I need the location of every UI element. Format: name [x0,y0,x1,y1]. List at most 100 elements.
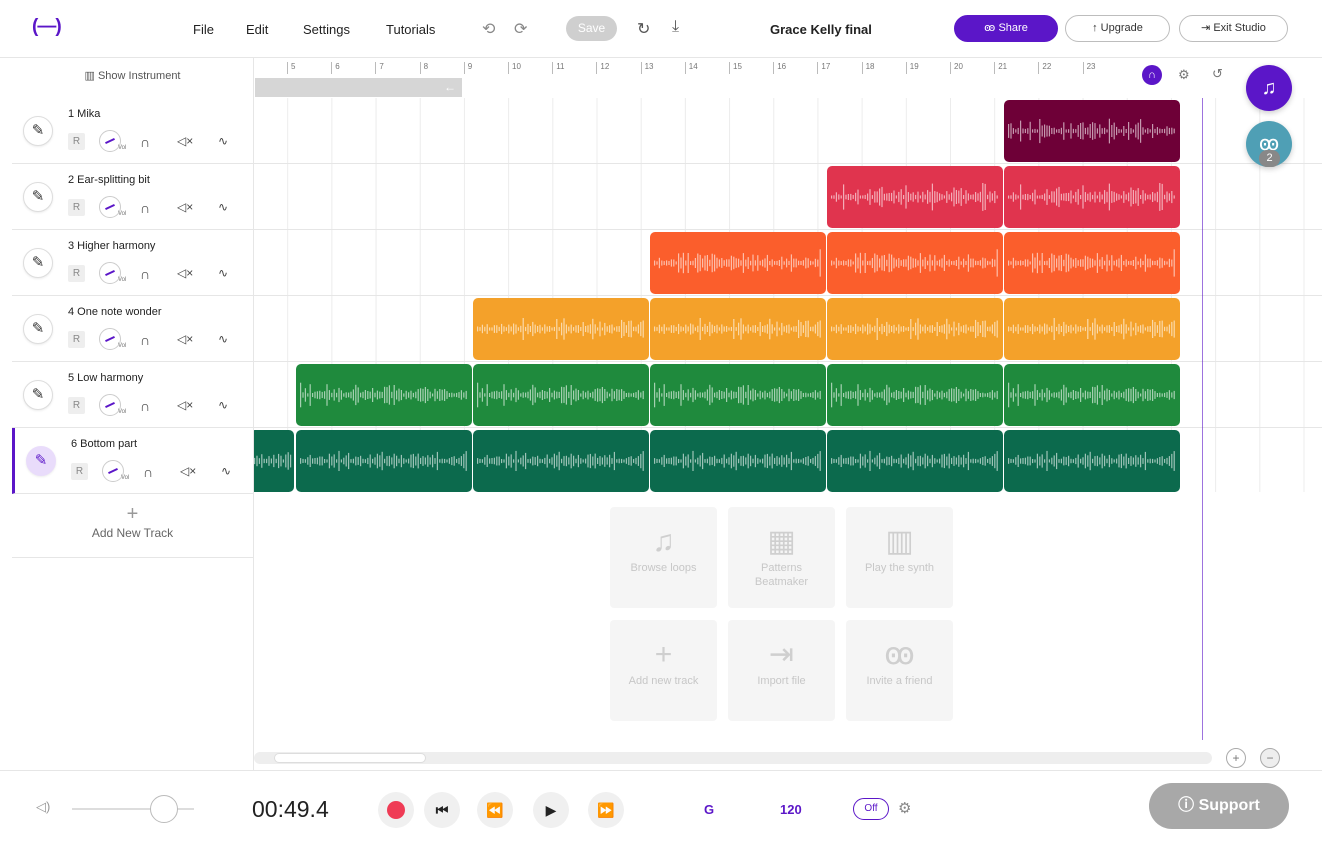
effects-icon[interactable]: ∿ [218,200,229,214]
headphones-icon[interactable]: ∩ [143,464,154,480]
headphones-icon[interactable]: ∩ [140,134,151,150]
headphones-icon[interactable]: ∩ [140,398,151,414]
audio-clip[interactable] [1004,298,1180,360]
timeline-ruler[interactable]: 5 6 7 8 9 10 11 12 13 14 15 16 17 18 19 20 21 22 23 ∩ ⚙ ↺ [254,58,1322,98]
settings-gear-icon[interactable]: ⚙ [1178,67,1190,82]
mute-icon[interactable]: ◁× [177,332,194,346]
track-lane[interactable] [254,362,1322,428]
music-fab-button[interactable]: ♫ [1246,65,1292,111]
audio-clip[interactable] [473,430,649,492]
zoom-out-icon[interactable]: − [1260,748,1280,768]
track-lane[interactable] [254,98,1322,164]
rewind-button[interactable]: ⏪ [477,792,513,828]
loop-region[interactable]: ← [255,78,462,97]
play-button[interactable]: ▶ [533,792,569,828]
track-lane[interactable] [254,164,1322,230]
volume-knob[interactable] [102,460,124,482]
download-icon[interactable]: ⤓ [672,18,680,35]
effects-icon[interactable]: ∿ [218,398,229,412]
volume-slider-knob[interactable] [149,795,178,823]
record-arm-button[interactable]: R [71,463,88,480]
track-name[interactable]: 1 Mika [68,108,101,120]
mute-icon[interactable]: ◁× [180,464,197,478]
metronome-settings-icon[interactable]: ⚙ [898,800,912,817]
quick-action-tile[interactable]: + Add new track [610,620,717,721]
headphones-icon[interactable]: ∩ [140,332,151,348]
track-header[interactable]: ✎ 2 Ear-splitting bit R Vol ∩ ◁× ∿ [12,164,254,230]
audio-clip[interactable] [1004,166,1180,228]
audio-clip[interactable] [827,232,1003,294]
track-header[interactable]: ✎ 6 Bottom part R Vol ∩ ◁× ∿ [12,428,254,494]
magnet-icon[interactable]: ∩ [1142,65,1162,85]
audio-clip[interactable] [650,364,826,426]
track-lane[interactable] [254,296,1322,362]
menu-settings[interactable]: Settings [303,22,350,37]
timeline-lanes[interactable] [254,98,1322,492]
skip-to-start-button[interactable]: ⏮ [424,792,460,828]
quick-action-tile[interactable]: ⇥ Import file [728,620,835,721]
share-button[interactable]: ꙭ Share [954,15,1058,42]
audio-clip[interactable] [473,364,649,426]
microphone-icon[interactable]: ✎ [23,116,53,146]
collaborators-fab-button[interactable]: ꙭ [1246,121,1292,167]
audio-clip[interactable] [650,430,826,492]
undo-icon[interactable]: ⟲ [482,21,496,38]
track-name[interactable]: 6 Bottom part [71,438,138,450]
mute-icon[interactable]: ◁× [177,398,194,412]
quick-action-tile[interactable]: ꙭ Invite a friend [846,620,953,721]
record-button[interactable] [378,792,414,828]
audio-clip[interactable] [254,430,294,492]
audio-clip[interactable] [827,166,1003,228]
microphone-icon[interactable]: ✎ [26,446,56,476]
record-arm-button[interactable]: R [68,265,85,282]
audio-clip[interactable] [650,232,826,294]
headphones-icon[interactable]: ∩ [140,200,151,216]
refresh-icon[interactable]: ↻ [637,21,651,38]
track-header[interactable]: ✎ 3 Higher harmony R Vol ∩ ◁× ∿ [12,230,254,296]
effects-icon[interactable]: ∿ [221,464,232,478]
track-lane[interactable] [254,428,1322,492]
record-arm-button[interactable]: R [68,397,85,414]
audio-clip[interactable] [1004,430,1180,492]
exit-studio-button[interactable]: ⇥ Exit Studio [1179,15,1288,42]
key-display[interactable]: G [704,802,715,817]
microphone-icon[interactable]: ✎ [23,182,53,212]
microphone-icon[interactable]: ✎ [23,380,53,410]
audio-clip[interactable] [1004,364,1180,426]
loop-icon[interactable]: ↺ [1212,66,1223,81]
record-arm-button[interactable]: R [68,331,85,348]
audio-clip[interactable] [650,298,826,360]
track-name[interactable]: 4 One note wonder [68,306,162,318]
menu-file[interactable]: File [193,22,214,37]
bpm-display[interactable]: 120 [780,802,802,817]
track-name[interactable]: 2 Ear-splitting bit [68,174,150,186]
track-header[interactable]: ✎ 1 Mika R Vol ∩ ◁× ∿ [12,98,254,164]
effects-icon[interactable]: ∿ [218,266,229,280]
menu-edit[interactable]: Edit [246,22,269,37]
audio-clip[interactable] [827,364,1003,426]
volume-knob[interactable] [99,196,121,218]
mute-icon[interactable]: ◁× [177,266,194,280]
audio-clip[interactable] [296,364,472,426]
master-volume-slider[interactable] [72,808,194,810]
track-header[interactable]: ✎ 4 One note wonder R Vol ∩ ◁× ∿ [12,296,254,362]
horizontal-scrollbar[interactable] [254,752,1212,764]
add-new-track-button[interactable]: + Add New Track [12,492,254,558]
logo[interactable]: (—) [32,16,62,37]
project-title[interactable]: Grace Kelly final [770,22,872,37]
audio-clip[interactable] [827,298,1003,360]
volume-knob[interactable] [99,394,121,416]
track-name[interactable]: 3 Higher harmony [68,240,156,252]
audio-clip[interactable] [296,430,472,492]
audio-clip[interactable] [827,430,1003,492]
upgrade-button[interactable]: ↑ Upgrade [1065,15,1170,42]
quick-action-tile[interactable]: ♫ Browse loops [610,507,717,608]
volume-knob[interactable] [99,130,121,152]
redo-icon[interactable]: ⟳ [514,21,528,38]
metronome-toggle[interactable]: Off [853,798,889,820]
effects-icon[interactable]: ∿ [218,134,229,148]
fast-forward-button[interactable]: ⏩ [588,792,624,828]
volume-knob[interactable] [99,328,121,350]
audio-clip[interactable] [473,298,649,360]
zoom-in-icon[interactable]: + [1226,748,1246,768]
